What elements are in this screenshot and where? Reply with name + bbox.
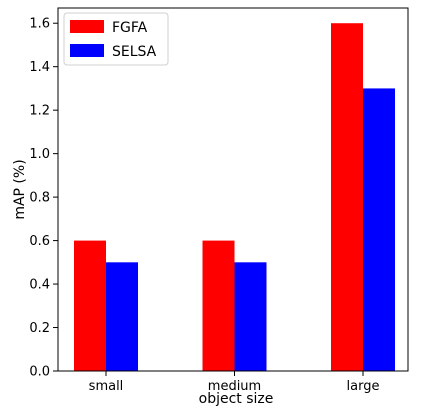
legend: FGFA SELSA — [63, 12, 169, 66]
bar-selsa-medium — [234, 262, 267, 371]
y-tick-label: 0.6 — [29, 234, 50, 249]
bar-fgfa-small — [74, 240, 106, 371]
x-tick-label: medium — [208, 379, 261, 394]
y-tick-label: 0.8 — [29, 191, 50, 206]
y-tick-label: 0.2 — [29, 321, 50, 336]
y-axis-ticks: 0.0 0.2 0.4 0.6 0.8 1.0 1.2 1.4 1.6 — [29, 17, 58, 380]
legend-swatch-selsa — [70, 44, 104, 57]
bars-group — [74, 23, 395, 372]
bar-fgfa-medium — [202, 240, 235, 371]
y-tick-label: 1.6 — [29, 17, 50, 32]
bar-selsa-large — [363, 88, 395, 372]
y-tick-label: 1.0 — [29, 147, 50, 162]
legend-label-fgfa: FGFA — [112, 20, 148, 36]
legend-label-selsa: SELSA — [112, 44, 157, 60]
y-axis-label: mAP (%) — [12, 159, 28, 219]
x-tick-label: small — [89, 379, 124, 394]
y-tick-label: 1.4 — [29, 60, 50, 75]
x-tick-label: large — [347, 379, 380, 394]
y-tick-label: 1.2 — [29, 104, 50, 119]
plot-frame — [57, 7, 409, 372]
bar-selsa-small — [106, 262, 138, 371]
y-tick-label: 0.0 — [29, 365, 50, 380]
y-tick-label: 0.4 — [29, 278, 50, 293]
legend-swatch-fgfa — [70, 20, 104, 33]
bar-fgfa-large — [331, 23, 363, 371]
x-axis-label: object size — [199, 391, 274, 407]
x-axis-ticks: small medium large — [89, 371, 380, 394]
